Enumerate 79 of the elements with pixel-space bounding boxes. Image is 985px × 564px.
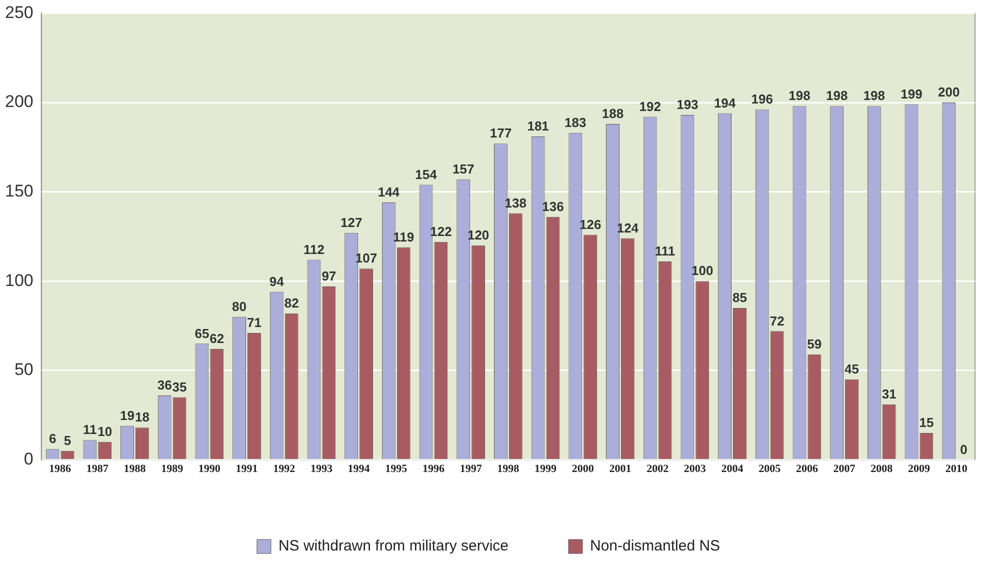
data-label: 59 — [807, 336, 822, 352]
data-label: 35 — [172, 379, 187, 394]
data-label: 80 — [232, 298, 247, 314]
data-label: 196 — [751, 92, 773, 107]
data-label: 10 — [98, 424, 112, 440]
data-label: 62 — [210, 331, 224, 346]
data-label: 192 — [639, 98, 661, 114]
data-label: 177 — [490, 126, 512, 141]
data-label: 112 — [303, 242, 324, 257]
x-tick-label: 2006 — [796, 463, 818, 476]
x-tick-label: 2003 — [684, 463, 706, 476]
x-tick-label: 1997 — [460, 463, 482, 476]
data-label: 200 — [938, 84, 960, 100]
y-tick-label: 150 — [4, 182, 34, 201]
x-tick-label: 1992 — [273, 463, 296, 476]
x-tick-label: 2004 — [721, 463, 744, 476]
data-label: 111 — [654, 244, 676, 259]
data-label: 18 — [134, 410, 150, 425]
x-tick-label: 1988 — [124, 463, 146, 476]
x-tick-label: 2007 — [833, 463, 856, 476]
data-label: 85 — [732, 290, 747, 306]
data-label: 45 — [844, 361, 859, 376]
data-label: 144 — [378, 184, 400, 200]
x-tick-label: 2002 — [646, 463, 670, 476]
data-label: 11 — [83, 422, 97, 438]
data-label: 94 — [269, 274, 285, 289]
x-tick-label: 1993 — [310, 463, 333, 476]
data-label: 97 — [322, 268, 336, 284]
data-label: 194 — [714, 95, 736, 110]
x-tick-label: 1990 — [198, 463, 221, 476]
data-label: 154 — [415, 166, 438, 182]
data-label: 5 — [64, 432, 72, 448]
data-label: 82 — [284, 295, 299, 310]
x-tick-label: 1999 — [534, 463, 558, 476]
x-tick-label: 1987 — [86, 463, 109, 476]
data-label: 0 — [960, 442, 968, 457]
data-label: 198 — [863, 88, 886, 104]
y-tick-label: 50 — [14, 360, 34, 380]
y-tick-label: 250 — [4, 2, 34, 22]
x-tick-label: 2001 — [609, 463, 632, 476]
data-label: 181 — [527, 118, 549, 134]
x-tick-label: 1998 — [497, 463, 520, 476]
x-tick-label: 2000 — [572, 463, 594, 476]
data-label: 183 — [564, 114, 586, 130]
data-label: 72 — [770, 313, 784, 328]
data-label: 19 — [120, 408, 134, 423]
x-tick-label: 2008 — [870, 463, 894, 476]
x-tick-label: 1994 — [348, 463, 370, 476]
data-label: 188 — [602, 106, 624, 122]
x-tick-label: 2005 — [758, 463, 782, 476]
data-label: 119 — [393, 229, 414, 244]
y-tick-label: 100 — [4, 270, 34, 290]
data-label: 6 — [48, 431, 56, 446]
data-label: 198 — [826, 88, 848, 104]
x-tick-label: 2009 — [908, 463, 930, 476]
x-tick-label: 2010 — [945, 463, 968, 476]
x-tick-label: 1996 — [422, 463, 445, 476]
data-label: 122 — [430, 224, 452, 239]
data-label: 157 — [452, 161, 474, 176]
data-label: 71 — [247, 315, 262, 330]
x-tick-label: 1989 — [161, 463, 184, 476]
data-label: 15 — [919, 415, 934, 430]
x-tick-label: 1995 — [385, 463, 408, 476]
data-label: 126 — [579, 216, 602, 232]
y-tick-label: 200 — [4, 92, 34, 112]
data-label: 198 — [788, 88, 810, 104]
data-label: 65 — [194, 326, 210, 341]
x-tick-label: 1986 — [49, 463, 72, 476]
data-label: 136 — [542, 198, 564, 214]
data-label: 100 — [692, 263, 714, 278]
y-tick-label: 0 — [24, 449, 34, 468]
data-label: 127 — [340, 215, 362, 230]
data-label: 193 — [676, 97, 698, 112]
data-label: 36 — [157, 378, 172, 393]
x-tick-label: 1991 — [236, 463, 258, 476]
legend-label: NS withdrawn from military service — [278, 538, 508, 555]
legend-label: Non-dismantled NS — [590, 538, 720, 555]
data-label: 199 — [900, 86, 922, 102]
data-label: 31 — [882, 386, 896, 402]
